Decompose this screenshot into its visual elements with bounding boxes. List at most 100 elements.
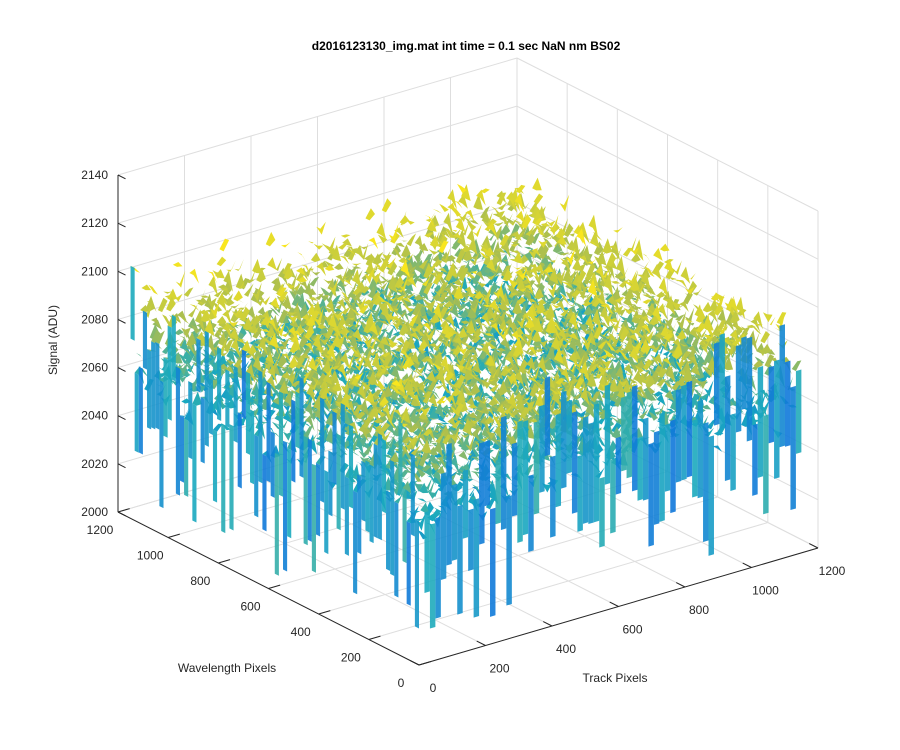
surface-patch xyxy=(396,336,406,346)
surface-patch xyxy=(538,335,548,349)
surface-patch xyxy=(747,330,758,353)
surface-patch xyxy=(538,240,548,248)
surface-patch xyxy=(675,352,686,371)
grid-line xyxy=(250,472,553,627)
surface-patch xyxy=(465,393,475,396)
surface-patch xyxy=(762,312,773,323)
surface-patch xyxy=(423,305,433,314)
surface-patch xyxy=(417,302,428,319)
surface-patch xyxy=(382,352,393,368)
surface-patch xyxy=(278,292,288,302)
surface-patch xyxy=(411,374,422,379)
surface-patch xyxy=(540,294,551,303)
surface-patch xyxy=(730,413,736,491)
surface-patch xyxy=(508,424,519,432)
surface-patch xyxy=(368,307,379,313)
surface-patch xyxy=(481,342,491,359)
surface-patch xyxy=(351,315,361,328)
surface-patch xyxy=(582,362,593,381)
surface-patch xyxy=(611,426,622,439)
surface-patch xyxy=(210,301,220,319)
surface-patch xyxy=(379,320,390,326)
surface-patch xyxy=(503,366,513,373)
surface-patch xyxy=(494,271,504,277)
surface-patch xyxy=(610,458,616,534)
surface-patch xyxy=(384,365,394,369)
surface-patch xyxy=(515,334,526,342)
surface-patch xyxy=(582,336,593,352)
surface-patch xyxy=(524,259,534,275)
surface-patch xyxy=(494,302,505,315)
surface-patch xyxy=(448,402,459,414)
surface-patch xyxy=(473,463,484,472)
surface-patch xyxy=(645,309,655,316)
surface-patch xyxy=(310,252,321,263)
surface-patch xyxy=(340,375,351,395)
surface-patch xyxy=(582,301,592,307)
surface-patch xyxy=(452,200,463,209)
surface-patch xyxy=(524,284,535,296)
surface-patch xyxy=(580,327,591,335)
surface-patch xyxy=(572,258,582,271)
surface-patch xyxy=(476,189,486,206)
surface-patch xyxy=(426,299,436,312)
surface-patch xyxy=(222,362,233,373)
surface-patch xyxy=(533,420,540,515)
surface-patch xyxy=(175,270,186,288)
surface-patch xyxy=(550,455,556,538)
surface-patch xyxy=(192,326,202,340)
surface-patch xyxy=(311,376,322,386)
surface-patch xyxy=(389,295,399,302)
surface-patch xyxy=(585,399,596,420)
surface-patch xyxy=(455,363,465,372)
surface-patch xyxy=(608,376,619,384)
surface-patch xyxy=(363,334,374,350)
surface-patch xyxy=(602,333,613,340)
surface-patch xyxy=(704,334,714,343)
surface-patch xyxy=(271,348,282,361)
surface-patch xyxy=(200,396,205,464)
surface-patch xyxy=(347,248,358,261)
surface-patch xyxy=(527,346,538,359)
surface-patch xyxy=(458,347,468,355)
surface-patch xyxy=(511,442,518,517)
surface-patch xyxy=(410,381,420,397)
surface-patch xyxy=(696,322,706,333)
surface-patch xyxy=(666,275,677,280)
surface-patch xyxy=(331,326,342,340)
surface-patch xyxy=(587,257,598,265)
surface-patch xyxy=(570,317,580,330)
surface-patch xyxy=(695,308,706,323)
surface-patch xyxy=(431,509,441,519)
surface-patch xyxy=(529,382,539,398)
surface-patch xyxy=(507,392,518,410)
surface-patch xyxy=(506,384,516,389)
surface-patch xyxy=(603,287,614,296)
surface-patch xyxy=(454,309,465,312)
surface-patch xyxy=(266,426,276,438)
surface-patch xyxy=(324,391,334,411)
surface-patch xyxy=(342,280,353,286)
surface-patch xyxy=(337,298,347,312)
surface-patch xyxy=(683,291,693,305)
surface-patch xyxy=(269,357,279,374)
surface-patch xyxy=(345,334,356,344)
surface-patch xyxy=(595,264,606,285)
surface-patch xyxy=(497,201,508,211)
surface-patch xyxy=(567,357,578,373)
surface-patch xyxy=(189,304,200,311)
surface-patch xyxy=(648,442,654,547)
surface-patch xyxy=(702,336,713,349)
surface-patch xyxy=(130,265,135,341)
surface-patch xyxy=(172,262,183,267)
surface-patch xyxy=(623,363,634,377)
surface-patch xyxy=(724,375,731,481)
surface-patch xyxy=(326,343,337,363)
surface-patch xyxy=(438,267,448,274)
surface-patch xyxy=(319,338,330,346)
surface-patch xyxy=(175,362,186,369)
surface-patch xyxy=(228,320,238,327)
surface-patch xyxy=(419,259,429,270)
surface-patch xyxy=(386,295,396,298)
surface-patch xyxy=(429,406,439,419)
